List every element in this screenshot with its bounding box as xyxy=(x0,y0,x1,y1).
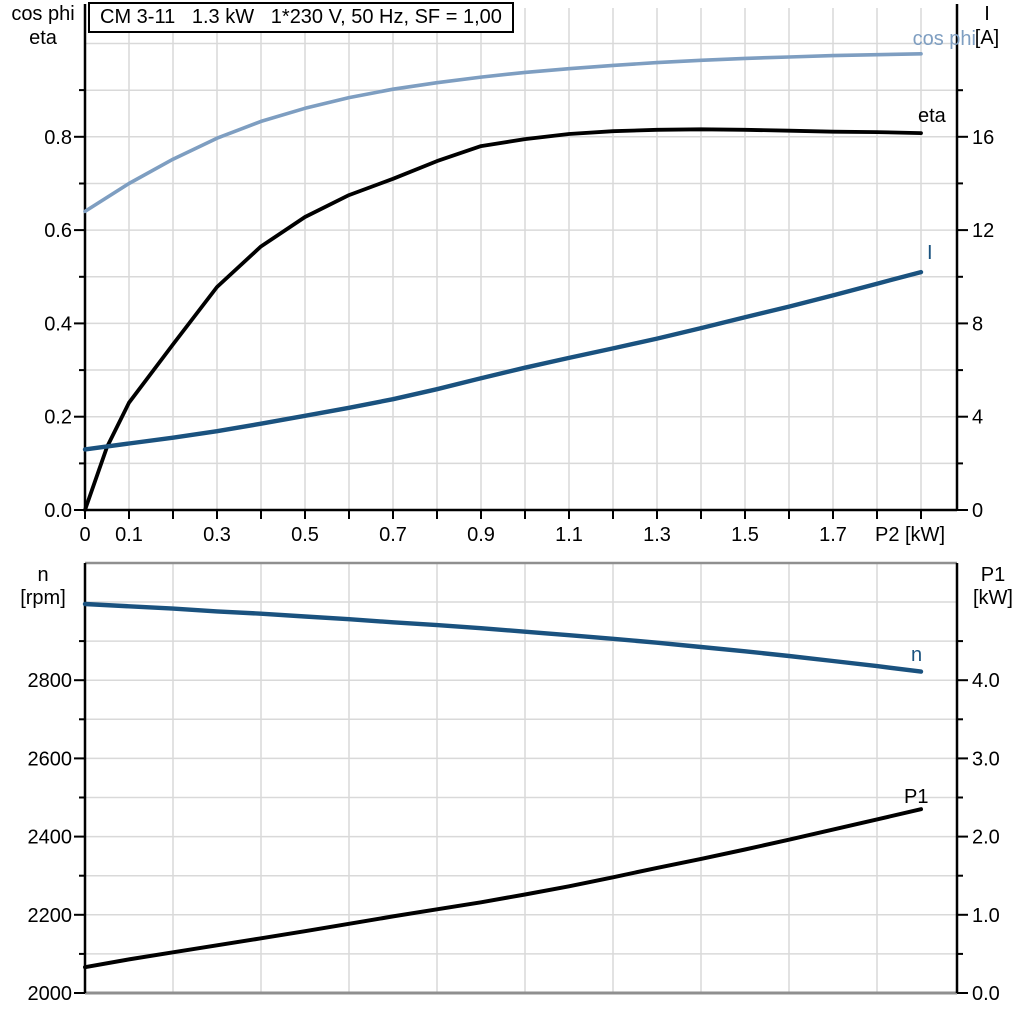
y-right-tick-label: 4.0 xyxy=(972,670,1000,692)
x-tick-label: 1.1 xyxy=(555,524,583,546)
y-left-tick-label: 2000 xyxy=(28,983,73,1005)
y-right-tick-label: 8 xyxy=(972,313,983,335)
y-left-tick-label: 2800 xyxy=(28,670,73,692)
y-right-tick-label: 3.0 xyxy=(972,748,1000,770)
curve-eta xyxy=(83,127,923,512)
y-left-tick-label: 0.6 xyxy=(44,220,72,242)
x-tick-label: 0.5 xyxy=(291,524,319,546)
curve-cos-phi xyxy=(83,51,923,214)
axis-title-eta: eta xyxy=(29,27,57,49)
axis-title-current-unit: [A] xyxy=(974,27,1000,49)
x-axis-title: P2 [kW] xyxy=(875,524,945,546)
y-left-tick-label: 2600 xyxy=(28,748,73,770)
y-right-tick-label: 1.0 xyxy=(972,905,1000,927)
x-tick-label: 1.7 xyxy=(819,524,847,546)
curve-label-current: I xyxy=(927,242,933,264)
y-left-tick-label: 0.4 xyxy=(44,313,72,335)
curve-label-p1: P1 xyxy=(904,786,929,808)
y-left-tick-label: 2400 xyxy=(28,827,73,849)
curve-p1 xyxy=(83,807,923,970)
x-tick-label: 0.3 xyxy=(203,524,231,546)
y-left-tick-label: 0.0 xyxy=(44,500,72,522)
curve-label-cosphi: cos phi xyxy=(912,28,976,50)
axis-title-speed: n xyxy=(37,564,49,586)
top-left-axis-title: cos phi eta xyxy=(4,2,82,50)
chart-title-box: CM 3-11 1.3 kW 1*230 V, 50 Hz, SF = 1,00 xyxy=(88,2,514,33)
axis-title-speed-unit: [rpm] xyxy=(20,587,66,609)
y-right-tick-label: 0 xyxy=(972,500,983,522)
x-tick-label: 0.9 xyxy=(467,524,495,546)
y-right-tick-label: 16 xyxy=(972,127,994,149)
curve-i xyxy=(82,269,924,452)
y-left-tick-label: 2200 xyxy=(28,905,73,927)
axis-title-cosphi: cos phi xyxy=(11,3,75,25)
x-tick-label: 1.5 xyxy=(731,524,759,546)
axis-title-p1: P1 xyxy=(980,564,1006,586)
curve-n xyxy=(82,601,924,674)
x-tick-label: 1.3 xyxy=(643,524,671,546)
axis-title-current: I xyxy=(984,3,990,25)
bottom-left-axis-title: n [rpm] xyxy=(6,564,80,610)
y-left-tick-label: 0.8 xyxy=(44,127,72,149)
curve-label-eta: eta xyxy=(918,105,946,127)
curve-label-speed: n xyxy=(911,644,923,666)
y-right-tick-label: 12 xyxy=(972,220,994,242)
x-tick-label: 0.1 xyxy=(115,524,143,546)
axis-title-p1-unit: [kW] xyxy=(973,587,1013,609)
y-right-tick-label: 0.0 xyxy=(972,983,1000,1005)
bottom-right-axis-title: P1 [kW] xyxy=(964,564,1022,610)
y-left-tick-label: 0.2 xyxy=(44,407,72,429)
y-right-tick-label: 2.0 xyxy=(972,827,1000,849)
top-right-axis-title: I [A] xyxy=(960,2,1014,50)
y-right-tick-label: 4 xyxy=(972,407,983,429)
x-tick-label: 0.7 xyxy=(379,524,407,546)
x-tick-label: 0 xyxy=(79,524,90,546)
